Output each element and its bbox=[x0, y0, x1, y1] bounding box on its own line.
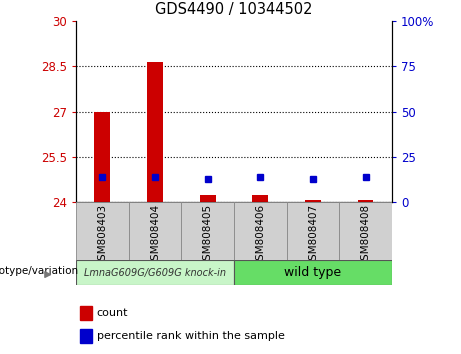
Bar bbox=[95, 112, 110, 202]
Bar bbox=[129, 202, 181, 260]
Text: count: count bbox=[97, 308, 128, 318]
Bar bbox=[147, 62, 163, 202]
Bar bbox=[358, 200, 373, 202]
Text: GSM808405: GSM808405 bbox=[203, 204, 213, 267]
Bar bbox=[305, 200, 321, 202]
Bar bbox=[181, 202, 234, 260]
Text: GSM808403: GSM808403 bbox=[97, 204, 107, 267]
Bar bbox=[76, 202, 129, 260]
Bar bbox=[339, 202, 392, 260]
Text: genotype/variation: genotype/variation bbox=[0, 266, 78, 276]
Bar bbox=[234, 260, 392, 285]
Text: GSM808407: GSM808407 bbox=[308, 204, 318, 267]
Bar bbox=[200, 195, 216, 202]
Bar bbox=[79, 329, 92, 343]
Text: GSM808406: GSM808406 bbox=[255, 204, 265, 267]
Text: wild type: wild type bbox=[284, 266, 342, 279]
Bar bbox=[234, 202, 287, 260]
Bar bbox=[252, 195, 268, 202]
Bar bbox=[76, 260, 234, 285]
Text: GSM808408: GSM808408 bbox=[361, 204, 371, 267]
Title: GDS4490 / 10344502: GDS4490 / 10344502 bbox=[155, 2, 313, 17]
Bar bbox=[287, 202, 339, 260]
Text: GSM808404: GSM808404 bbox=[150, 204, 160, 267]
Text: LmnaG609G/G609G knock-in: LmnaG609G/G609G knock-in bbox=[84, 268, 226, 278]
Text: percentile rank within the sample: percentile rank within the sample bbox=[97, 331, 285, 341]
Bar bbox=[79, 306, 92, 320]
